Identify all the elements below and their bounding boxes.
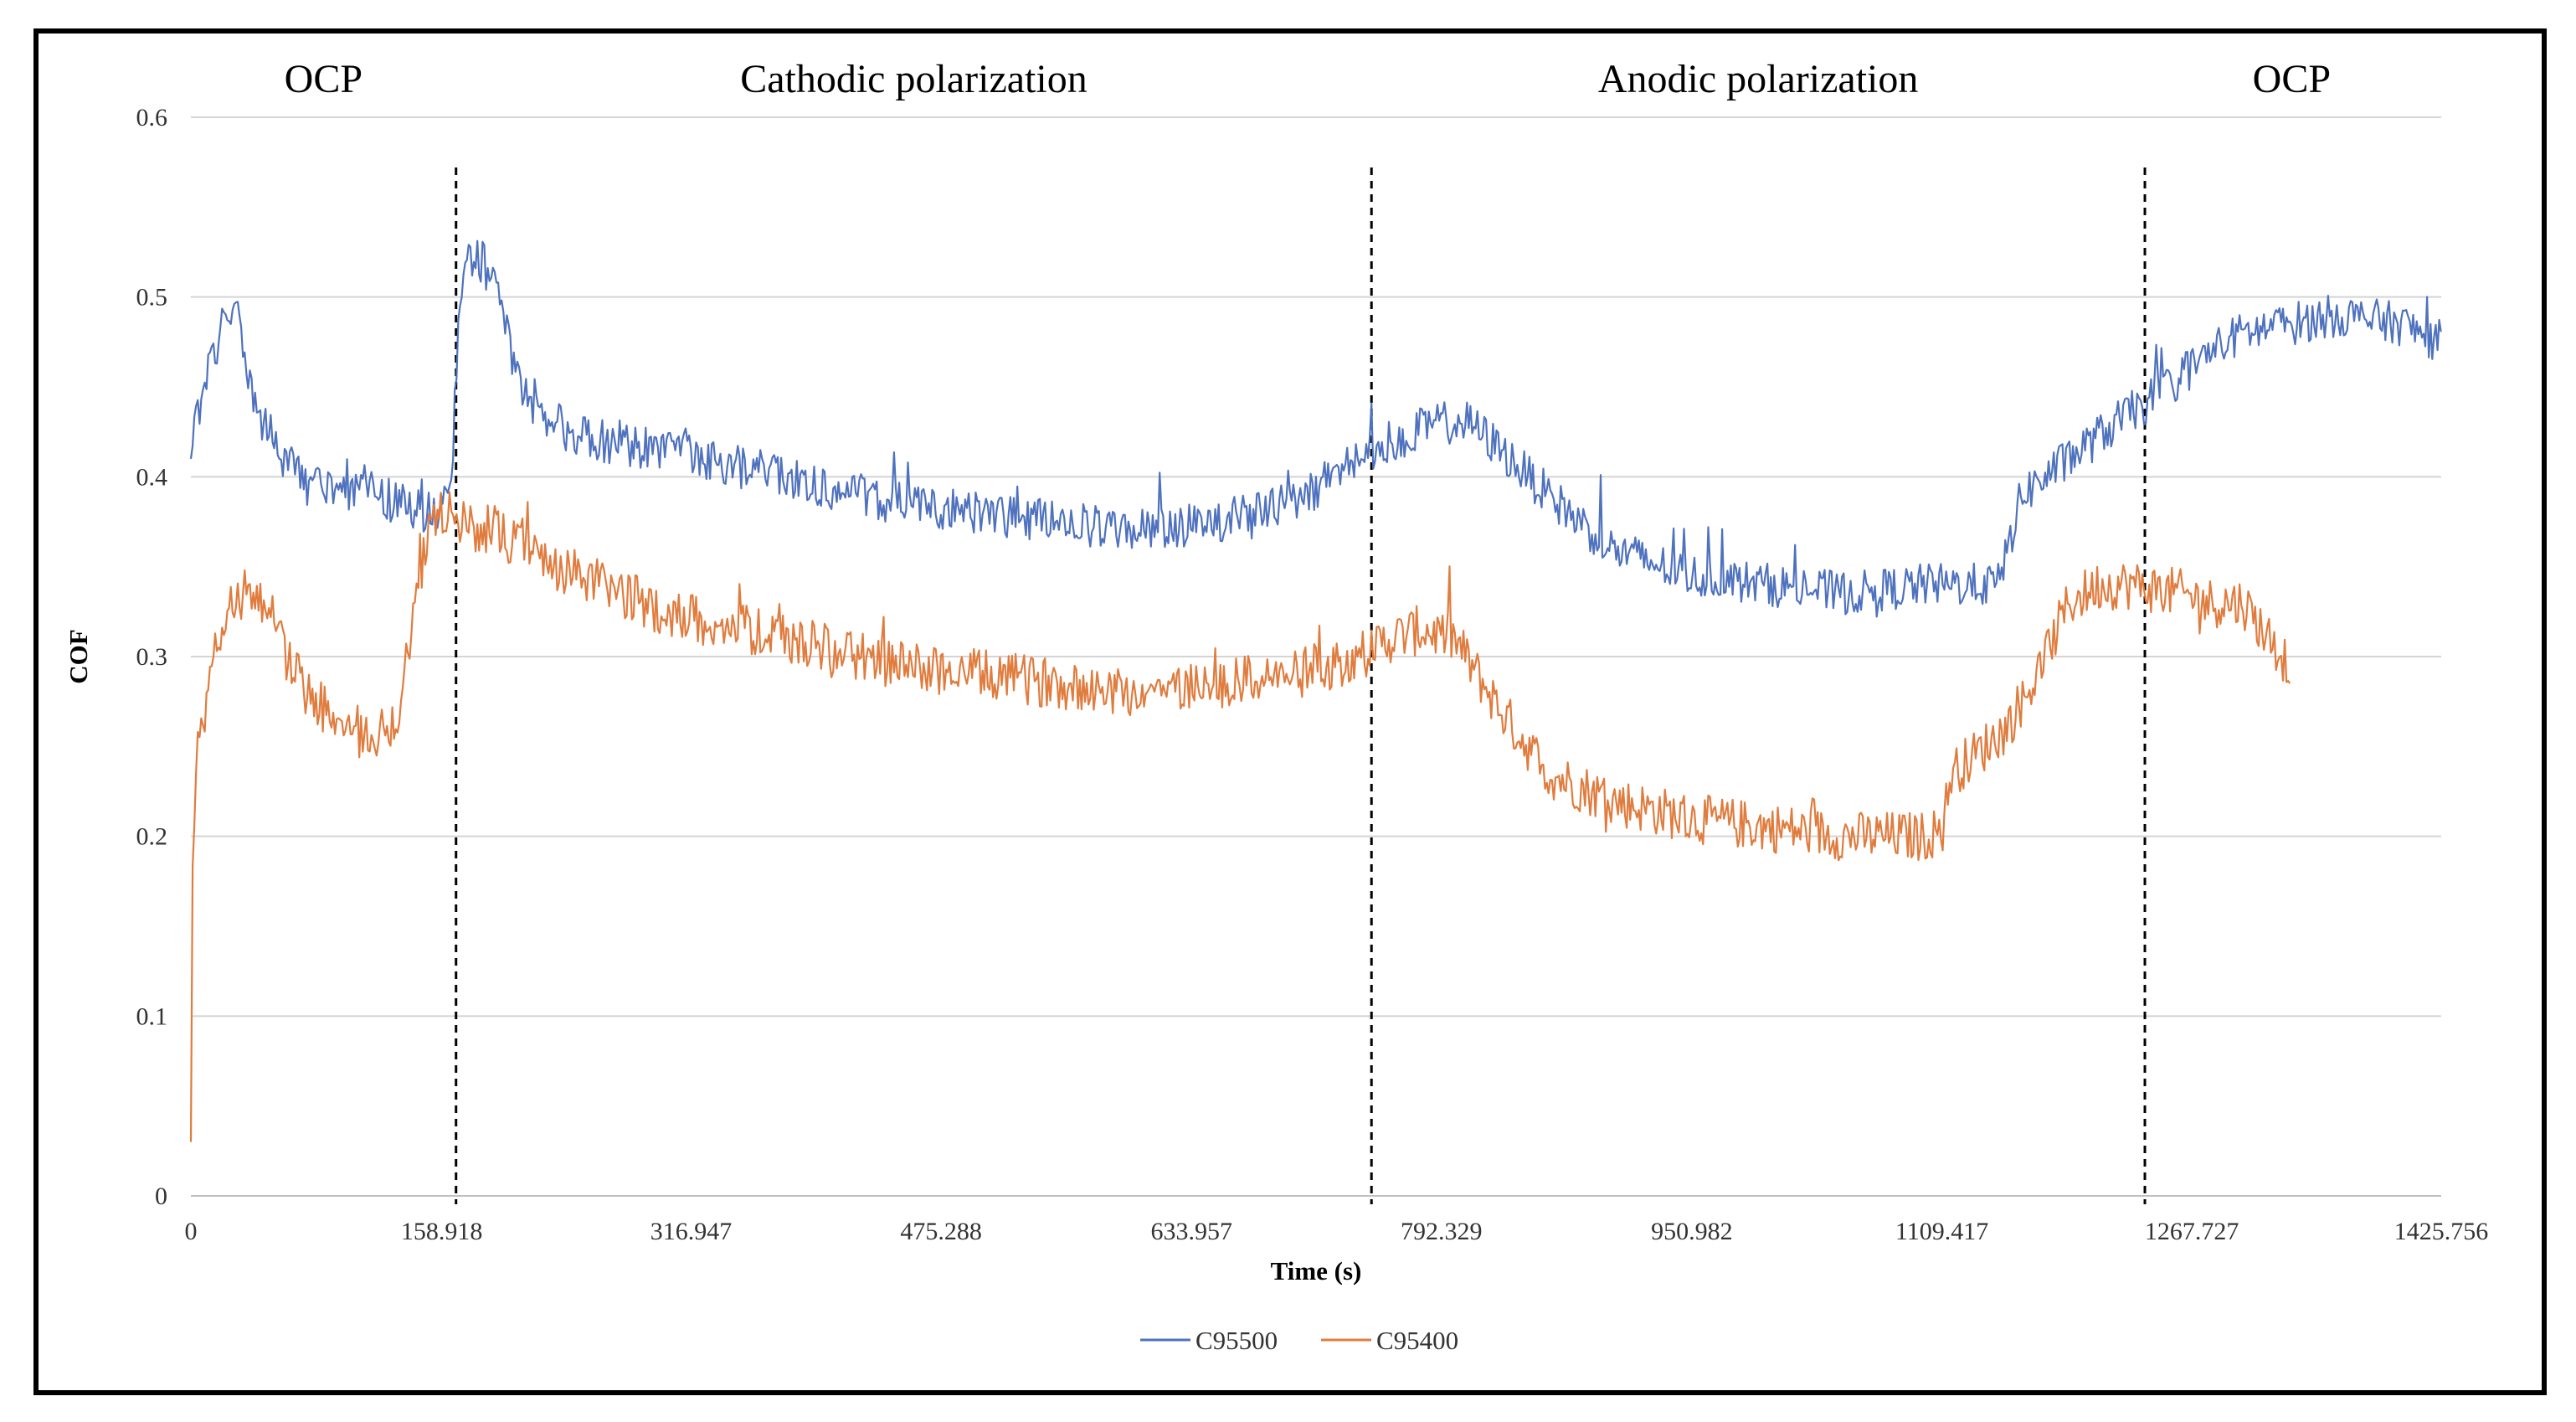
axes: 0 0.1 0.2 0.3 0.4 0.5 0.6 0 158.918 316.947 475.28… <box>136 104 2489 1245</box>
phase-labels: OCP Cathodic polarization Anodic polarizat… <box>285 57 2331 101</box>
y-tick-label: 0.5 <box>136 284 168 312</box>
x-tick-label: 1109.417 <box>1895 1218 1988 1245</box>
x-tick-label: 158.918 <box>401 1218 483 1245</box>
y-axis-title: COF <box>64 629 93 683</box>
legend-label: C95500 <box>1195 1326 1278 1355</box>
legend: C95500 C95400 <box>1140 1326 1458 1355</box>
chart: 0 0.1 0.2 0.3 0.4 0.5 0.6 0 158.918 316.947 475.28… <box>64 57 2489 1355</box>
y-tick-label: 0.6 <box>136 104 168 131</box>
phase-label: Anodic polarization <box>1598 57 1919 101</box>
y-tick-label: 0.4 <box>136 463 168 491</box>
gridlines <box>191 116 2441 1018</box>
x-tick-label: 475.288 <box>900 1218 982 1245</box>
phase-label: OCP <box>2253 57 2331 101</box>
legend-label: C95400 <box>1376 1326 1458 1355</box>
phase-dividers <box>455 167 2147 1204</box>
y-tick-label: 0.3 <box>136 643 168 671</box>
x-tick-label: 1267.727 <box>2145 1218 2239 1245</box>
x-tick-label: 0 <box>185 1218 198 1245</box>
x-tick-label: 316.947 <box>650 1218 733 1245</box>
chart-frame: 0 0.1 0.2 0.3 0.4 0.5 0.6 0 158.918 316.947 475.28… <box>33 28 2547 1395</box>
data-series <box>189 240 2442 1142</box>
y-tick-label: 0 <box>155 1182 167 1210</box>
x-tick-label: 792.329 <box>1401 1218 1483 1245</box>
x-axis-title: Time (s) <box>1271 1256 1362 1285</box>
y-tick-label: 0.1 <box>136 1002 168 1030</box>
series-line-c95500 <box>189 240 2442 618</box>
phase-label: Cathodic polarization <box>740 57 1087 101</box>
x-tick-label: 950.982 <box>1651 1218 1733 1245</box>
series-line-c95400 <box>189 491 2291 1142</box>
phase-label: OCP <box>285 57 362 101</box>
x-tick-label: 633.957 <box>1150 1218 1232 1245</box>
y-tick-label: 0.2 <box>136 823 168 851</box>
x-tick-label: 1425.756 <box>2394 1218 2489 1245</box>
